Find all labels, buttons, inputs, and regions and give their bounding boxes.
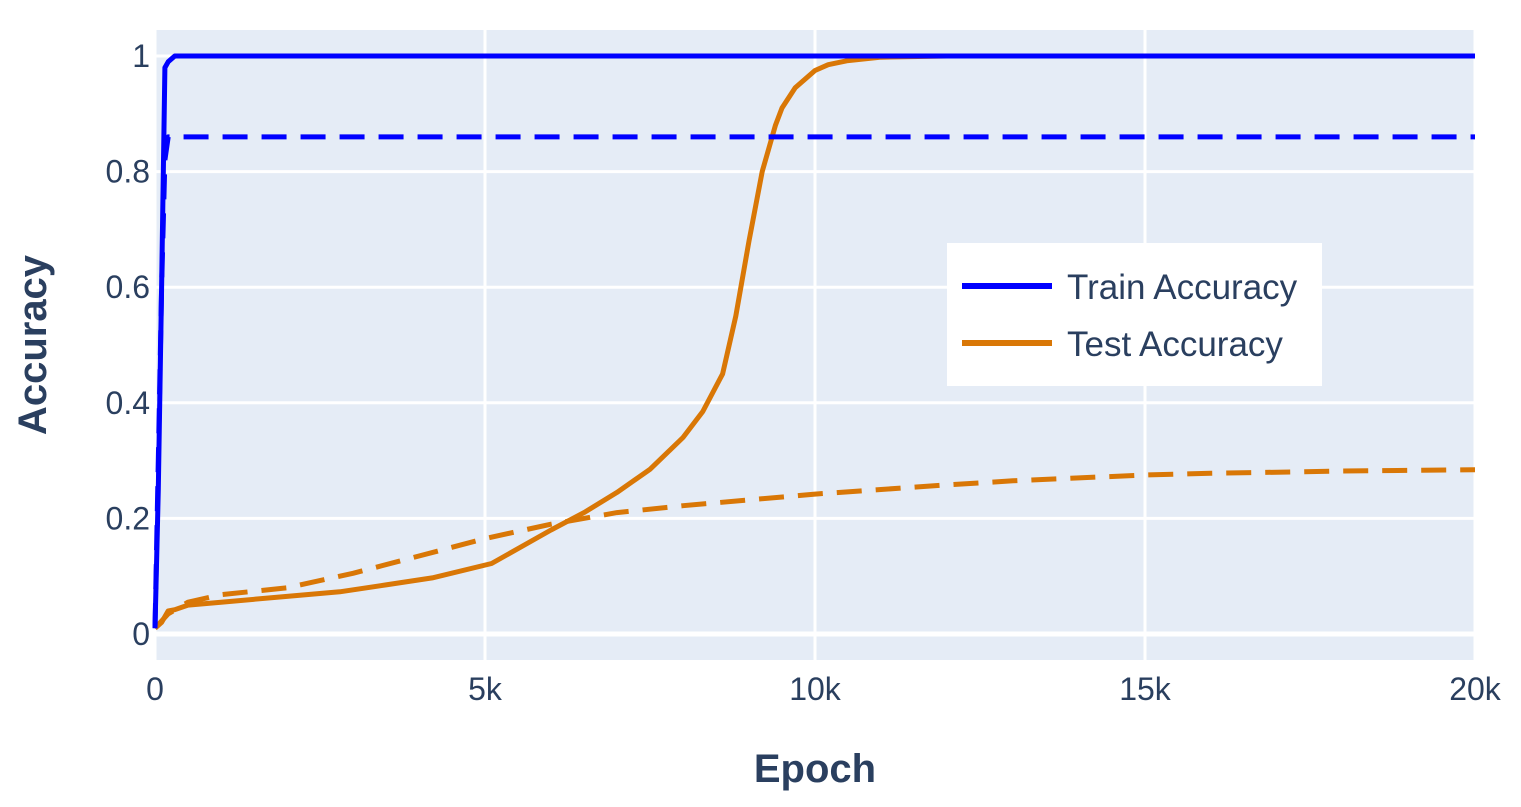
tick-labels: 0 5k 10k 15k 20k 0 0.2 0.4 0.6 0.8 1	[106, 38, 1502, 707]
y-tick-label: 0.6	[106, 269, 150, 305]
x-tick-label: 15k	[1119, 671, 1172, 707]
legend: Train Accuracy Test Accuracy	[947, 243, 1322, 386]
x-tick-label: 5k	[468, 671, 503, 707]
test-accuracy-line	[153, 53, 1475, 631]
legend-box	[947, 243, 1322, 386]
x-tick-label: 20k	[1449, 671, 1502, 707]
y-tick-label: 0.4	[106, 385, 150, 421]
y-tick-label: 0	[132, 616, 150, 652]
x-tick-label: 10k	[789, 671, 842, 707]
x-axis-title: Epoch	[754, 747, 876, 791]
series-lines	[152, 53, 1476, 631]
legend-label-train: Train Accuracy	[1067, 268, 1298, 307]
test-dashed-line	[153, 467, 1476, 630]
x-tick-label: 0	[146, 671, 164, 707]
y-tick-label: 1	[132, 38, 150, 74]
legend-label-test: Test Accuracy	[1067, 325, 1283, 364]
y-tick-label: 0.8	[106, 154, 150, 190]
y-tick-label: 0.2	[106, 500, 150, 536]
y-axis-title: Accuracy	[11, 254, 55, 435]
train-accuracy-line	[152, 53, 1475, 629]
